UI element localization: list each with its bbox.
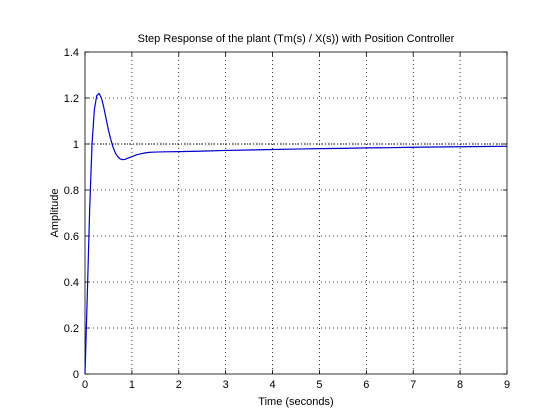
x-tick-label: 7	[410, 379, 416, 391]
y-axis-label: Amplitude	[49, 189, 61, 238]
x-tick-label: 0	[82, 379, 88, 391]
x-tick-label: 9	[504, 379, 510, 391]
chart-title: Step Response of the plant (Tm(s) / X(s)…	[138, 33, 455, 45]
series-layer	[84, 92, 508, 375]
grid	[85, 52, 507, 374]
plot-area	[84, 51, 508, 375]
x-tick-label: 1	[129, 379, 135, 391]
y-tick-label: 0	[73, 369, 79, 381]
x-axis-label: Time (seconds)	[258, 396, 333, 408]
y-tick-label: 1.4	[64, 47, 79, 59]
x-tick-label: 4	[269, 379, 275, 391]
y-tick-label: 1	[73, 139, 79, 151]
x-tick-label: 6	[363, 379, 369, 391]
y-tick-label: 0.6	[64, 231, 79, 243]
x-tick-label: 2	[176, 379, 182, 391]
x-tick-label: 3	[223, 379, 229, 391]
x-tick-label: 5	[316, 379, 322, 391]
x-tick-label: 8	[457, 379, 463, 391]
ticks: 0 1 2 3 4 5 6 7 8 9 0 0.2 0.4 0.6 0.8 1 1.2 1.4	[64, 47, 510, 391]
y-tick-label: 0.2	[64, 323, 79, 335]
y-tick-label: 1.2	[64, 93, 79, 105]
y-tick-label: 0.4	[64, 277, 79, 289]
y-tick-label: 0.8	[64, 185, 79, 197]
step-response-line	[84, 92, 508, 375]
